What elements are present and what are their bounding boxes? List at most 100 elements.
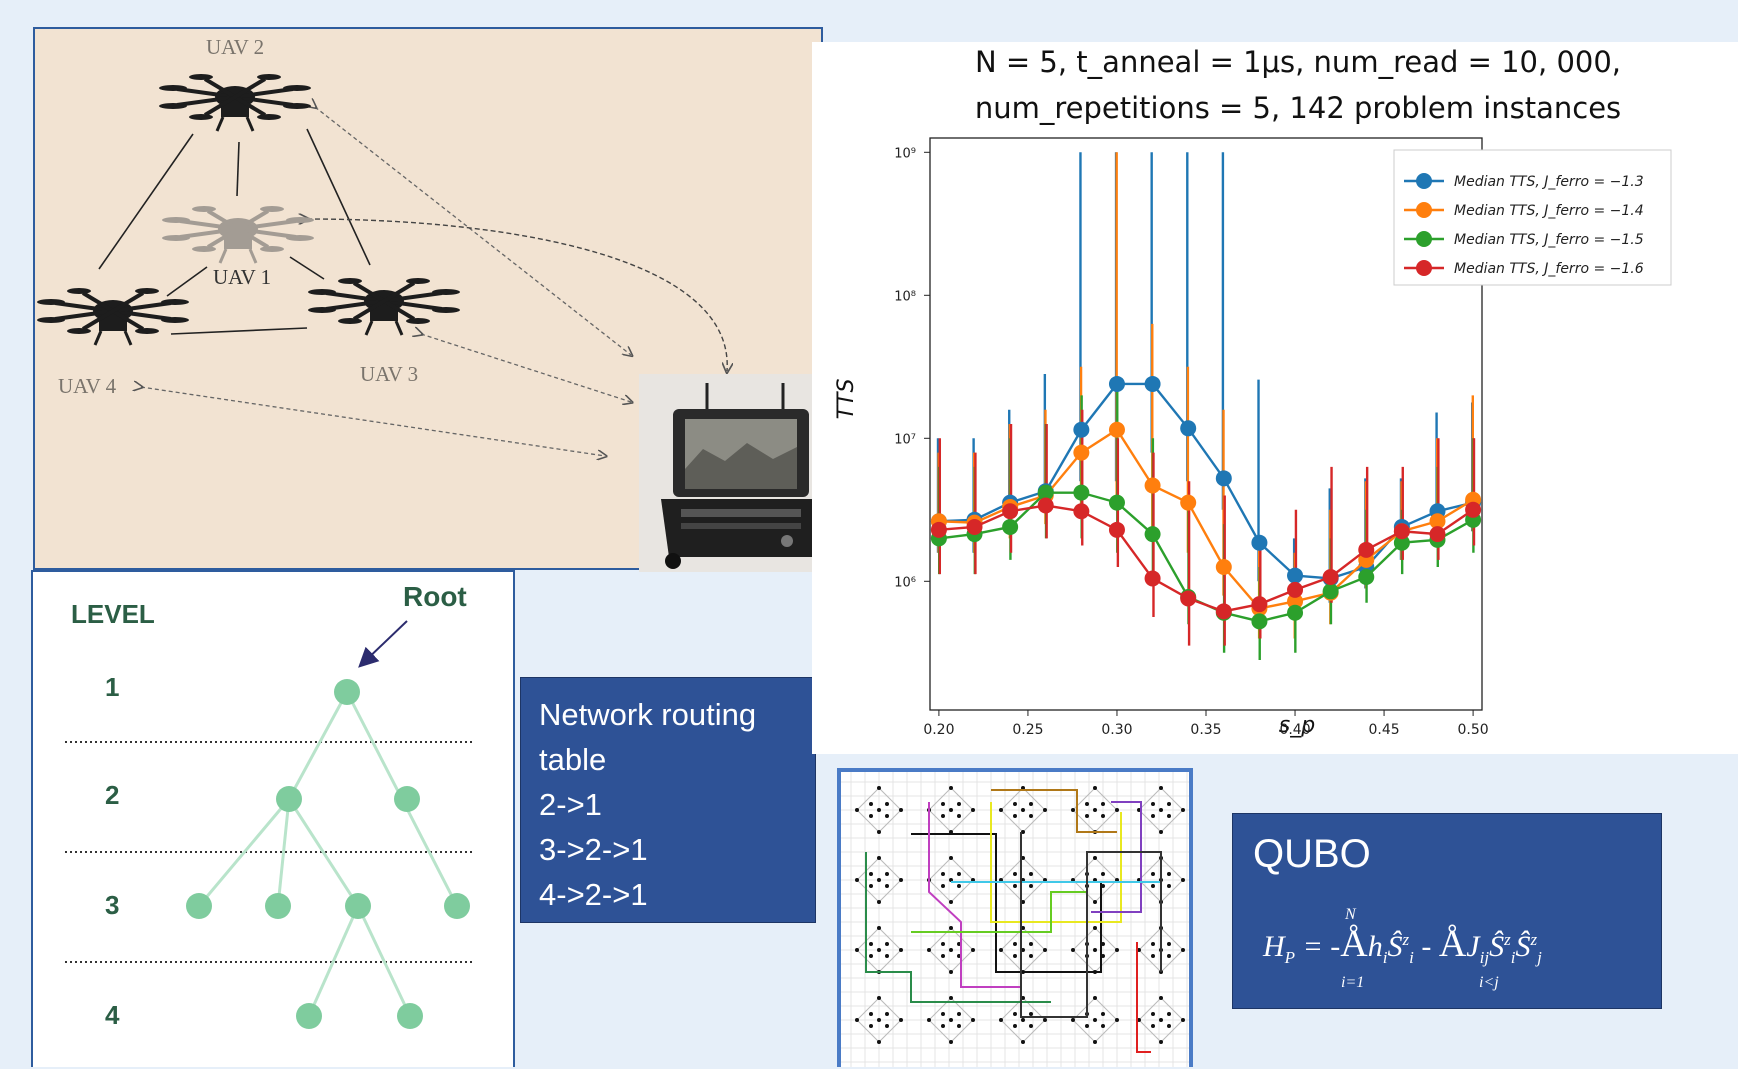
qubit-node [1167, 1024, 1171, 1028]
qubit-node [877, 786, 881, 790]
uav1-drone-icon [160, 204, 316, 265]
chart-title-line1: N = 5, t_anneal = 1μs, num_read = 10, 00… [975, 45, 1621, 79]
qubit-node [855, 878, 859, 882]
qubit-node [869, 802, 873, 806]
qubit-node [1093, 996, 1097, 1000]
qubit-node [1029, 814, 1033, 818]
level-number: 3 [105, 890, 120, 920]
qubit-node [1167, 814, 1171, 818]
routing-table-line: Network routing [539, 697, 757, 732]
qubit-node [1151, 1024, 1155, 1028]
qubit-node [1093, 948, 1097, 952]
qubit-node [941, 814, 945, 818]
qubit-node [885, 954, 889, 958]
data-point [1251, 613, 1268, 630]
link-uav4-station [141, 387, 605, 456]
data-point [1073, 444, 1090, 461]
data-point [930, 521, 947, 538]
qubit-node [1085, 802, 1089, 806]
qubit-node [877, 878, 881, 882]
ground-station-icon [639, 374, 825, 572]
qubit-node [1013, 942, 1017, 946]
uav1-label: UAV 1 [213, 265, 272, 289]
qubit-node [1167, 954, 1171, 958]
qubo-title: QUBO [1253, 832, 1371, 876]
x-tick-label: 0.35 [1190, 722, 1221, 738]
link-uav1-uav4 [166, 266, 208, 297]
qubit-node [971, 808, 975, 812]
data-point [1429, 526, 1446, 543]
x-tick-label: 0.30 [1101, 722, 1132, 738]
data-point [1465, 501, 1482, 518]
embedding-chain [911, 891, 1087, 933]
qubit-node [899, 808, 903, 812]
qubit-node [869, 1012, 873, 1016]
qubit-node [957, 1024, 961, 1028]
uav2-label: UAV 2 [206, 35, 265, 59]
chart-xlabel: s_p [1279, 713, 1315, 738]
qubit-node [1181, 878, 1185, 882]
qubit-node [1101, 802, 1105, 806]
data-point [1108, 494, 1125, 511]
link-uav3-station [421, 334, 631, 402]
data-point [1108, 521, 1125, 538]
formula-lhs-sub: P [1284, 948, 1296, 967]
qubit-node [941, 1012, 945, 1016]
y-tick-label: 10⁹ [894, 146, 916, 161]
qubit-node [877, 926, 881, 930]
routing-table-line: 3->2->1 [539, 832, 648, 867]
qubit-node [1151, 1012, 1155, 1016]
formula-sum1-lower: i=1 [1341, 974, 1365, 991]
data-point [1002, 518, 1019, 535]
embedding-chain [1020, 832, 1162, 1018]
qubit-node [1093, 926, 1097, 930]
tree-node [186, 893, 212, 919]
qubit-node [1167, 884, 1171, 888]
data-point [1287, 567, 1304, 584]
qubit-node [1029, 954, 1033, 958]
qubit-node [941, 884, 945, 888]
qubit-node [877, 808, 881, 812]
formula-lhs: H [1263, 930, 1285, 963]
qubit-node [1101, 814, 1105, 818]
qubit-node [877, 856, 881, 860]
qubit-node [869, 954, 873, 958]
qubit-node [869, 884, 873, 888]
qubit-node [927, 1018, 931, 1022]
qubit-node [927, 948, 931, 952]
data-point [1215, 603, 1232, 620]
data-point [1429, 513, 1446, 530]
formula-sum2-lower: i<j [1479, 974, 1499, 991]
qubit-node [1013, 814, 1017, 818]
data-point [1393, 534, 1410, 551]
data-point [1144, 477, 1161, 494]
qubit-node [885, 1012, 889, 1016]
routing-table-line: 2->1 [539, 787, 602, 822]
x-tick-label: 0.50 [1458, 722, 1489, 738]
qubit-node [1115, 948, 1119, 952]
data-point [1108, 421, 1125, 438]
qubit-node [1013, 1012, 1017, 1016]
qubo-box: QUBO HP = -ÅhiŜzi - ÅJijŜziŜzj N i=1 i<j [1232, 813, 1662, 1009]
series-line [938, 504, 1474, 613]
level-number: 2 [105, 780, 120, 810]
qubit-node [1115, 1018, 1119, 1022]
uav-network-figure: UAV 2 UAV 1 UAV 3 UAV 4 [33, 27, 825, 572]
data-point [1358, 569, 1375, 586]
qubit-node [869, 872, 873, 876]
qubit-node [1093, 1018, 1097, 1022]
qubit-node [1159, 1040, 1163, 1044]
level-header: LEVEL [71, 599, 155, 629]
qubit-node [877, 900, 881, 904]
series-line [938, 428, 1474, 610]
qubit-node [949, 1040, 953, 1044]
qubit-node [1151, 814, 1155, 818]
tree-node [397, 1003, 423, 1029]
qubit-node [949, 808, 953, 812]
x-tick-label: 0.40 [1279, 722, 1310, 738]
qubit-node [1159, 808, 1163, 812]
qubit-node [949, 996, 953, 1000]
qubit-node [1029, 872, 1033, 876]
qubit-node [949, 926, 953, 930]
uav4-label: UAV 4 [58, 374, 117, 398]
